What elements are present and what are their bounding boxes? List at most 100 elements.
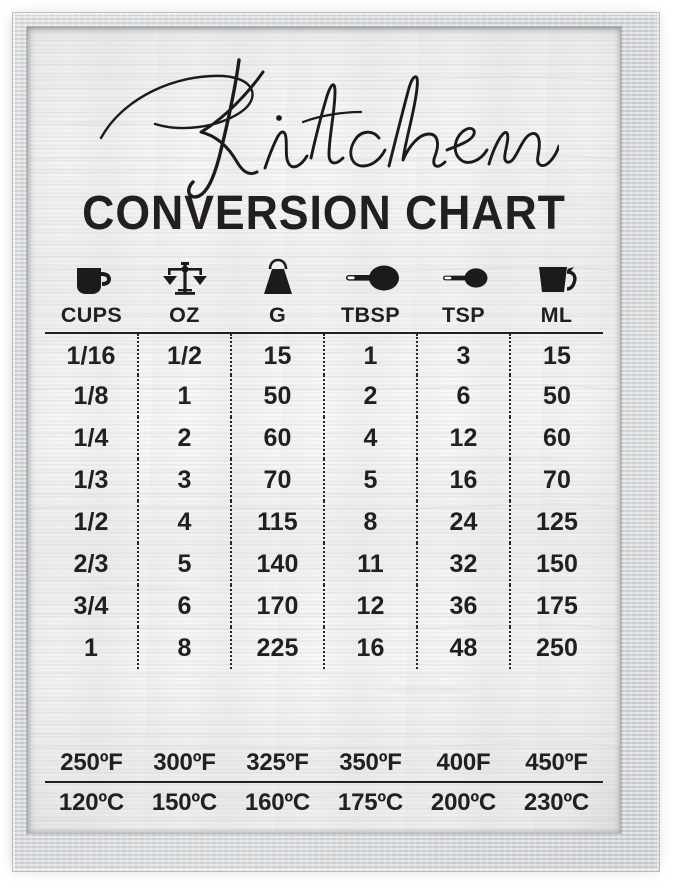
- cell-ml: 125: [509, 501, 603, 543]
- teaspoon-icon: [442, 268, 487, 288]
- column-header-cups: CUPS: [60, 303, 123, 327]
- icon-cell-cups: [45, 256, 138, 302]
- cell-ml: 150: [509, 543, 603, 585]
- temp-c-4: 175ºC: [337, 788, 404, 816]
- column-header-ml: ML: [540, 303, 573, 327]
- cell-tbsp: 12: [323, 585, 417, 627]
- column-header-tsp: TSP: [441, 303, 485, 327]
- temp-f-6: 450ºF: [510, 744, 603, 783]
- cell-g: 60: [230, 417, 324, 459]
- cell-ml: 250: [509, 627, 603, 669]
- cell-cups: 1/4: [73, 423, 109, 452]
- icon-cell-ml: [510, 256, 603, 302]
- cell-tbsp: 16: [323, 627, 417, 669]
- temp-c-6: 230ºC: [523, 788, 590, 816]
- icon-row: [45, 256, 603, 302]
- flour-bag-icon: [263, 258, 292, 294]
- cell-tsp: 12: [416, 417, 510, 459]
- cell-tbsp: 1: [323, 333, 417, 375]
- cell-g: 170: [230, 585, 324, 627]
- cell-ml: 175: [509, 585, 603, 627]
- cell-oz: 2: [137, 417, 231, 459]
- temp-c-1: 120ºC: [58, 788, 125, 816]
- temp-f-4: 350ºF: [324, 744, 417, 783]
- table-row: 2/3 5 140 11 32 150: [45, 543, 603, 585]
- cell-g: 225: [230, 627, 324, 669]
- cell-cups: 1/2: [73, 507, 109, 536]
- cell-cups: 2/3: [73, 549, 109, 578]
- cell-oz: 5: [137, 543, 231, 585]
- cell-oz: 8: [137, 627, 231, 669]
- celsius-row: 120ºC 150ºC 160ºC 175ºC 200ºC 230ºC: [45, 782, 603, 820]
- cell-tsp: 36: [416, 585, 510, 627]
- temp-c-2: 150ºC: [151, 788, 218, 816]
- cell-cups: 1/3: [73, 465, 109, 494]
- cell-tsp: 32: [416, 543, 510, 585]
- header-label-row: CUPS OZ G TBSP TSP ML: [45, 302, 603, 329]
- table-row: 1/4 2 60 4 12 60: [45, 417, 603, 459]
- cell-tbsp: 11: [323, 543, 417, 585]
- cell-oz: 1: [137, 375, 231, 417]
- cell-tbsp: 5: [323, 459, 417, 501]
- cell-tsp: 16: [416, 459, 510, 501]
- temp-c-5: 200ºC: [430, 788, 497, 816]
- column-header-g: G: [268, 303, 287, 327]
- measuring-pitcher-icon: [538, 267, 577, 292]
- cell-cups: 1/8: [73, 381, 109, 410]
- temp-c-3: 160ºC: [244, 788, 311, 816]
- temp-f-2: 300ºF: [138, 744, 231, 783]
- tablespoon-icon: [345, 265, 399, 291]
- table-row: 1 8 225 16 48 250: [45, 627, 603, 669]
- cell-g: 140: [230, 543, 324, 585]
- balance-scale-icon: [162, 262, 207, 295]
- table-row: 1/2 4 115 8 24 125: [45, 501, 603, 543]
- cell-tsp: 6: [416, 375, 510, 417]
- oven-temperature-section: 250ºF 300ºF 325ºF 350ºF 400F 450ºF 120ºC…: [45, 744, 603, 820]
- conversion-table: CUPS OZ G TBSP TSP ML 1/16: [45, 256, 603, 669]
- icon-cell-oz: [138, 256, 231, 302]
- column-header-oz: OZ: [169, 303, 200, 327]
- kitchen-script-lettering: Kitchen: [99, 58, 561, 199]
- cell-ml: 50: [509, 375, 603, 417]
- cell-cups: 1: [83, 633, 98, 662]
- icon-cell-g: [231, 256, 324, 302]
- cell-tbsp: 4: [323, 417, 417, 459]
- cell-tsp: 24: [416, 501, 510, 543]
- fahrenheit-row: 250ºF 300ºF 325ºF 350ºF 400F 450ºF: [45, 744, 603, 783]
- cell-oz: 3: [137, 459, 231, 501]
- cell-g: 50: [230, 375, 324, 417]
- coffee-mug-icon: [76, 268, 111, 294]
- table-row: 1/16 1/2 15 1 3 15: [45, 333, 603, 375]
- temp-f-5: 400F: [417, 744, 510, 783]
- table-row: 1/3 3 70 5 16 70: [45, 459, 603, 501]
- cell-oz: 4: [137, 501, 231, 543]
- cell-oz: 6: [137, 585, 231, 627]
- conversion-table-body: 1/16 1/2 15 1 3 15 1/8 1 50 2 6: [45, 333, 603, 669]
- conversion-table-wrapper: CUPS OZ G TBSP TSP ML 1/16: [45, 256, 603, 669]
- cell-tsp: 3: [416, 333, 510, 375]
- icon-cell-tbsp: [324, 256, 417, 302]
- column-header-tbsp: TBSP: [341, 303, 400, 327]
- cell-oz: 1/2: [137, 333, 231, 375]
- page-title: CONVERSION CHART: [82, 187, 566, 240]
- temp-f-3: 325ºF: [231, 744, 324, 783]
- header-rule: [45, 329, 603, 334]
- cell-g: 70: [230, 459, 324, 501]
- cell-ml: 15: [509, 333, 603, 375]
- icon-cell-tsp: [417, 256, 510, 302]
- cell-cups: 1/16: [66, 342, 116, 370]
- cell-cups: 3/4: [73, 591, 109, 620]
- cell-g: 15: [230, 333, 324, 375]
- table-row: 3/4 6 170 12 36 175: [45, 585, 603, 627]
- cell-tsp: 48: [416, 627, 510, 669]
- cell-tbsp: 8: [323, 501, 417, 543]
- cell-g: 115: [230, 501, 324, 543]
- cell-ml: 70: [509, 459, 603, 501]
- cell-tbsp: 2: [323, 375, 417, 417]
- cell-ml: 60: [509, 417, 603, 459]
- table-row: 1/8 1 50 2 6 50: [45, 375, 603, 417]
- temp-f-1: 250ºF: [45, 744, 138, 783]
- temperature-table: 250ºF 300ºF 325ºF 350ºF 400F 450ºF 120ºC…: [45, 744, 603, 820]
- poster-artwork: Kitchen: [28, 28, 620, 832]
